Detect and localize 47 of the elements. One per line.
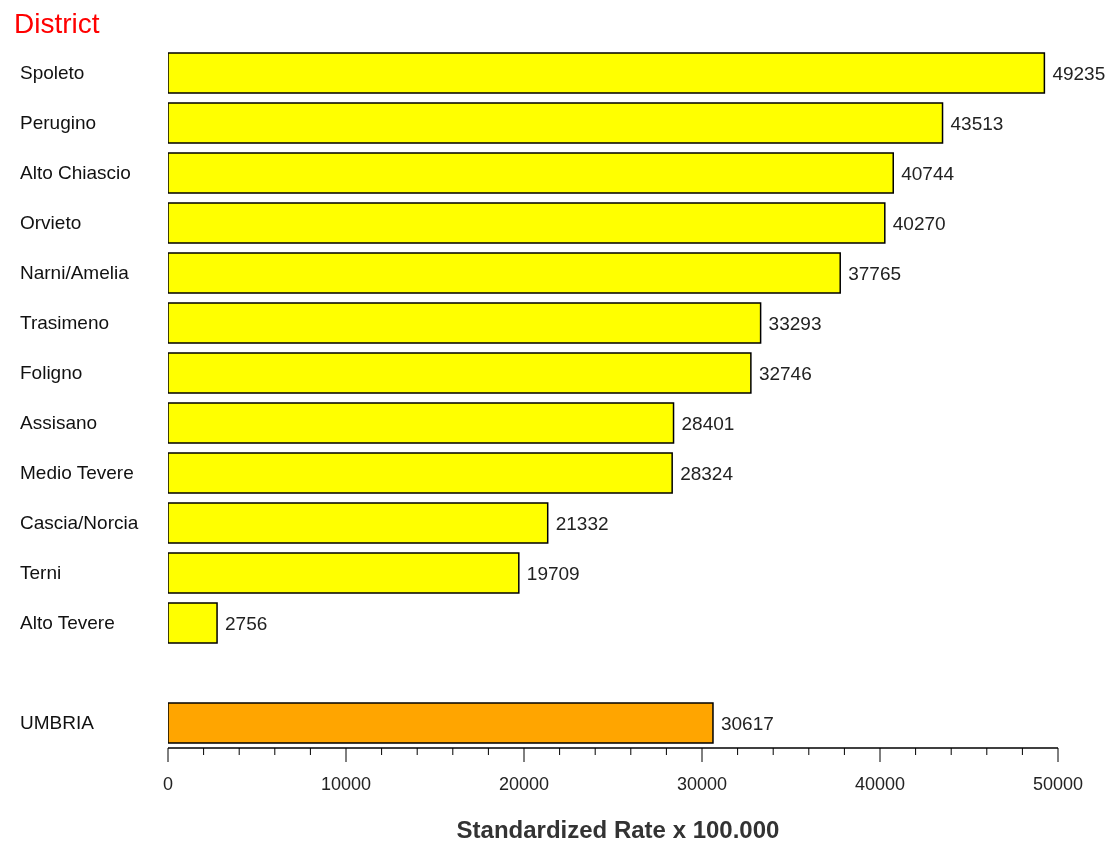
y-tick-label: Narni/Amelia <box>20 262 130 283</box>
bar <box>168 702 714 744</box>
x-tick-label: 10000 <box>320 774 372 794</box>
data-label: 49235 <box>1052 62 1106 84</box>
data-label: 40270 <box>892 212 946 234</box>
y-tick-label: Alto Tevere <box>20 612 115 633</box>
y-tick-label: Terni <box>20 562 62 583</box>
data-label: 30617 <box>720 712 774 734</box>
y-tick-label: Assisano <box>20 412 98 433</box>
x-tick-label: 50000 <box>1032 774 1084 794</box>
data-label: 28401 <box>681 412 735 434</box>
bar <box>168 602 218 644</box>
x-tick-label: 40000 <box>854 774 906 794</box>
y-tick-label: UMBRIA <box>20 712 95 733</box>
bar <box>168 302 762 344</box>
data-label: 2756 <box>225 612 268 634</box>
data-label: 21332 <box>555 512 609 534</box>
y-tick-label: Alto Chiascio <box>20 162 131 183</box>
y-tick-label: Trasimeno <box>20 312 110 333</box>
y-tick-label: Medio Tevere <box>20 462 134 483</box>
bar <box>168 52 1046 94</box>
y-tick-label: Foligno <box>20 362 83 383</box>
y-tick-label: Perugino <box>20 112 97 133</box>
bar <box>168 202 886 244</box>
bar <box>168 402 675 444</box>
data-label: 32746 <box>758 362 812 384</box>
bar <box>168 252 841 294</box>
bar <box>168 152 894 194</box>
x-tick-label: 30000 <box>676 774 728 794</box>
y-tick-label: Orvieto <box>20 212 82 233</box>
bar <box>168 452 673 494</box>
bar <box>168 502 549 544</box>
data-label: 37765 <box>848 262 902 284</box>
bar <box>168 552 520 594</box>
x-axis-title: Standardized Rate x 100.000 <box>455 816 781 844</box>
data-label: 28324 <box>680 462 734 484</box>
data-label: 40744 <box>901 162 955 184</box>
bar <box>168 102 944 144</box>
data-label: 33293 <box>768 312 822 334</box>
y-tick-label: Spoleto <box>20 62 85 83</box>
data-label: 43513 <box>950 112 1004 134</box>
chart-title: District <box>14 8 100 40</box>
x-tick-label: 0 <box>162 774 174 794</box>
data-label: 19709 <box>526 562 580 584</box>
y-tick-label: Cascia/Norcia <box>20 512 139 533</box>
bar <box>168 352 752 394</box>
x-tick-label: 20000 <box>498 774 550 794</box>
